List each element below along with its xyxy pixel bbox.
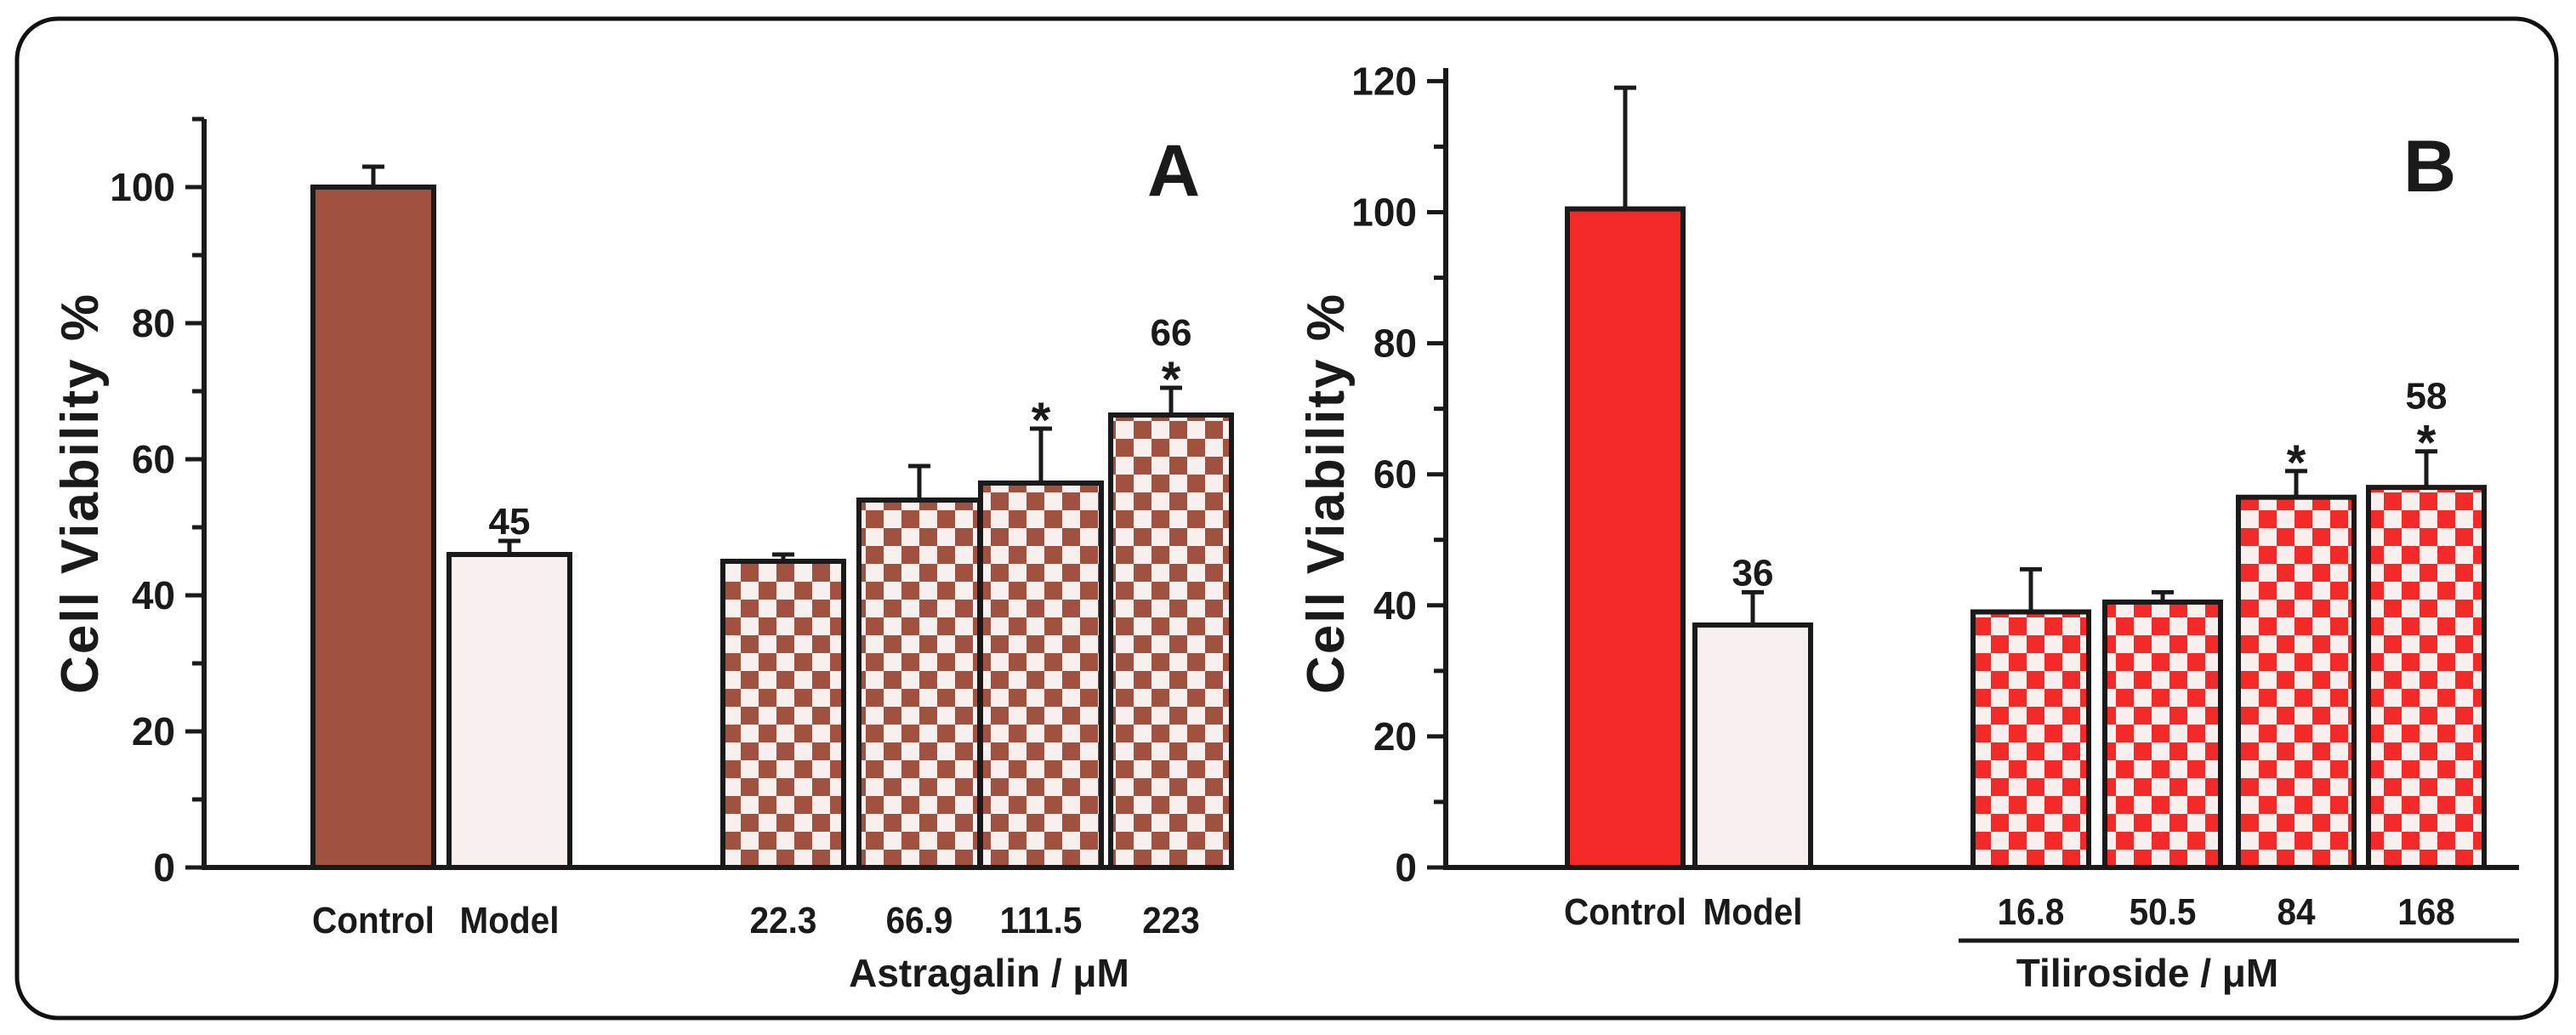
y-tick-label: 20 xyxy=(1373,714,1417,759)
significance-asterisk: * xyxy=(2417,416,2437,471)
y-axis-title: Cell Viability % xyxy=(51,293,110,694)
y-tick-label: 0 xyxy=(1395,845,1417,890)
y-tick-label: 120 xyxy=(1351,59,1417,103)
panel-label: B xyxy=(2403,126,2456,208)
y-tick-label: 100 xyxy=(110,165,175,209)
bar-66.9 xyxy=(856,498,982,870)
significance-asterisk: * xyxy=(1162,352,1181,407)
y-tick-label: 60 xyxy=(132,437,175,481)
significance-asterisk: * xyxy=(2287,435,2306,491)
x-axis-title: Tiliroside / μM xyxy=(2016,951,2278,995)
x-tick-label: 168 xyxy=(2397,890,2455,932)
x-tick-label: Control xyxy=(312,899,435,941)
x-axis-title: Astragalin / μM xyxy=(849,951,1129,995)
bar-111.5 xyxy=(978,481,1104,870)
x-tick-label: 22.3 xyxy=(750,899,817,941)
bar-168 xyxy=(2366,485,2487,870)
bar-control xyxy=(310,185,436,870)
y-tick-label: 100 xyxy=(1351,191,1417,235)
y-tick-label: 0 xyxy=(153,845,175,890)
y-tick-label: 60 xyxy=(1373,452,1417,497)
bar-84 xyxy=(2236,494,2357,870)
x-tick-label: 66.9 xyxy=(886,899,953,941)
x-tick-label: 111.5 xyxy=(1000,899,1083,941)
y-tick-label: 40 xyxy=(1373,583,1417,628)
x-tick-label: 84 xyxy=(2277,890,2315,932)
bar-16.8 xyxy=(1970,609,2091,870)
bar-22.3 xyxy=(720,559,846,870)
bar-model xyxy=(1692,622,1813,870)
y-tick-label: 20 xyxy=(132,709,175,754)
x-tick-label: 16.8 xyxy=(1998,890,2065,932)
x-tick-label: Model xyxy=(460,899,560,941)
value-label: 45 xyxy=(489,501,531,543)
bar-50.5 xyxy=(2102,599,2223,870)
significance-asterisk: * xyxy=(1032,393,1051,448)
chart-panel-b: 0 20 40 60 80 100 120 Control Model 36 16.8 50.5 84 *… xyxy=(1297,59,2519,995)
bar-model xyxy=(446,552,572,870)
x-tick-label: Control xyxy=(1564,890,1686,932)
bar-223 xyxy=(1108,412,1234,870)
y-axis-title: Cell Viability % xyxy=(1297,293,1356,694)
chart-panel-a: 0 20 40 60 80 100 Control Model 45 22.3 66.9 111.5 *… xyxy=(51,117,1234,995)
value-label: 66 xyxy=(1151,312,1192,354)
x-tick-label: Model xyxy=(1703,890,1803,932)
bar-control xyxy=(1565,206,1686,870)
y-tick-label: 80 xyxy=(1373,321,1417,366)
value-label: 58 xyxy=(2406,376,2448,418)
value-label: 36 xyxy=(1732,552,1774,594)
x-tick-label: 223 xyxy=(1142,899,1200,941)
x-tick-label: 50.5 xyxy=(2130,890,2197,932)
panel-label: A xyxy=(1147,130,1200,212)
y-tick-label: 80 xyxy=(132,301,175,345)
figure-frame xyxy=(14,16,2559,1021)
y-tick-label: 40 xyxy=(132,573,175,617)
